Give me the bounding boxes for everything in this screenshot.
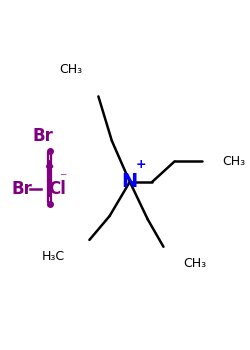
Text: Br: Br xyxy=(33,127,54,145)
Text: N: N xyxy=(122,172,138,191)
Text: CH₃: CH₃ xyxy=(60,63,83,76)
Text: Br: Br xyxy=(12,180,32,198)
Text: CH₃: CH₃ xyxy=(222,155,245,168)
Text: ⁻: ⁻ xyxy=(59,172,66,186)
Text: Cl: Cl xyxy=(48,180,66,198)
Text: +: + xyxy=(136,158,146,171)
Text: CH₃: CH₃ xyxy=(184,257,207,270)
Text: H₃C: H₃C xyxy=(42,251,65,264)
